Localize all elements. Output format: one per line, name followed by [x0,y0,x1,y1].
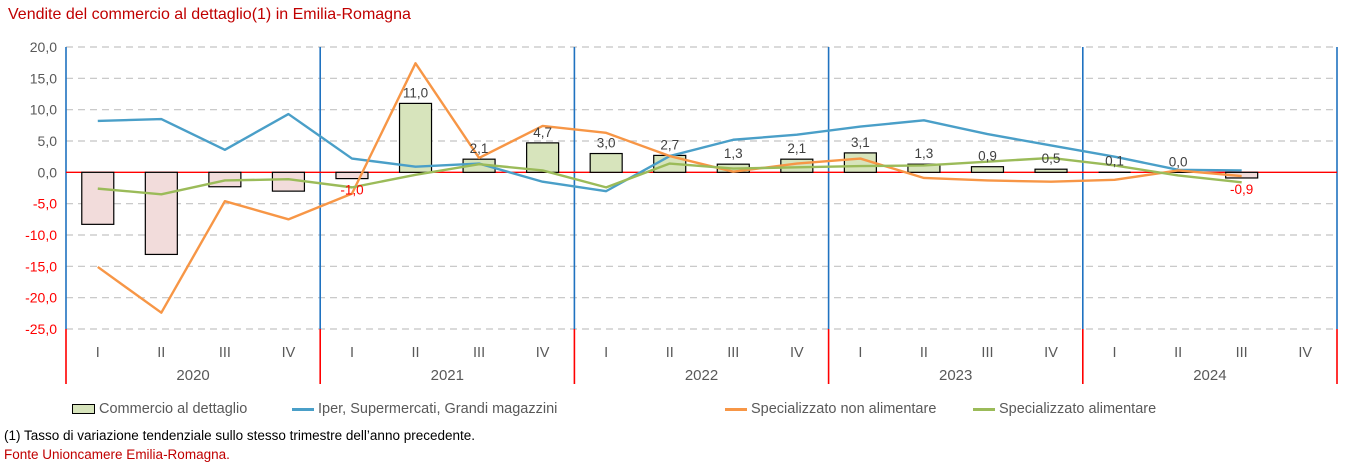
legend-item-alimentare: Specializzato alimentare [973,398,1156,420]
bar-value-label: 1,3 [724,146,743,161]
chart-title: Vendite del commercio al dettaglio(1) in… [8,6,411,23]
quarter-label: IV [790,345,804,361]
line-swatch-icon [292,407,314,411]
bar-value-label: 3,1 [851,135,870,150]
legend-item-non-alimentare: Specializzato non alimentare [725,398,936,420]
quarter-label: III [219,345,231,361]
line-swatch-icon [725,407,747,411]
quarter-label: III [473,345,485,361]
quarter-label: I [350,345,354,361]
bar-value-label: 0,9 [978,149,997,164]
line-alimentare [97,156,1242,196]
bar-value-label: 11,0 [403,85,428,100]
quarter-label: IV [1044,345,1058,361]
year-label: 2023 [939,367,972,384]
bar-value-label: 4,7 [533,125,552,140]
y-axis-tick-label: 0,0 [38,164,58,180]
year-label: 2022 [685,367,718,384]
bar [144,171,178,256]
year-label: 2024 [1193,367,1226,384]
y-axis-tick-label: 15,0 [30,70,57,86]
quarter-label: III [727,345,739,361]
bar-value-label: -0,9 [1230,182,1253,197]
quarter-label: II [411,345,419,361]
quarter-label: II [1174,345,1182,361]
quarter-label: IV [1298,345,1312,361]
y-axis-tick-label: 10,0 [30,102,57,118]
legend-label: Specializzato non alimentare [751,401,937,417]
y-axis-tick-label: -15,0 [25,258,57,274]
bar-value-label: 2,7 [660,137,679,152]
bar-value-label: 0,1 [1105,154,1124,169]
y-axis-tick-label: 5,0 [38,133,58,149]
bar [907,163,941,173]
quarter-label: III [981,345,993,361]
bar [398,102,433,173]
y-axis-tick-label: -10,0 [25,227,57,243]
quarter-label: IV [536,345,550,361]
quarter-label: IV [282,345,296,361]
bar-value-label: 2,1 [470,141,489,156]
y-axis-tick-label: -5,0 [33,196,57,212]
quarter-label: II [666,345,674,361]
bar-swatch-icon [72,404,95,414]
legend-item-iper: Iper, Supermercati, Grandi magazzini [292,398,557,420]
y-axis-tick-label: -20,0 [25,290,57,306]
bar-value-label: 1,3 [915,146,934,161]
bar-value-label: 2,1 [787,141,806,156]
quarter-label: I [1113,345,1117,361]
footnote-definition: (1) Tasso di variazione tendenziale sull… [4,428,476,443]
quarter-label: II [157,345,165,361]
bar-value-label: 0,5 [1042,151,1061,166]
year-label: 2020 [176,367,209,384]
footnote-source: Fonte Unioncamere Emilia-Romagna. [4,447,230,462]
bar-value-label: 3,0 [597,136,616,151]
quarter-label: I [858,345,862,361]
quarter-label: III [1236,345,1248,361]
line-non-alimentare [97,62,1242,314]
bar [589,152,623,173]
year-label: 2021 [431,367,464,384]
bar [81,171,115,225]
y-axis-tick-label: 20,0 [30,39,57,55]
bar [1034,168,1068,173]
bar [970,166,1005,173]
legend-label: Iper, Supermercati, Grandi magazzini [318,401,558,417]
bar [335,171,369,180]
legend-label: Commercio al dettaglio [99,401,248,417]
line-swatch-icon [973,407,995,411]
chart-legend: Commercio al dettaglio Iper, Supermercat… [0,398,1354,422]
bar-value-label: 0,0 [1169,154,1188,169]
bar [526,142,560,173]
y-axis-tick-label: -25,0 [25,321,57,337]
quarter-label: I [96,345,100,361]
legend-label: Specializzato alimentare [999,401,1157,417]
quarter-label: II [920,345,928,361]
quarter-label: I [604,345,608,361]
bar-value-label: -1,0 [340,183,363,198]
legend-item-commercio: Commercio al dettaglio [72,398,247,420]
